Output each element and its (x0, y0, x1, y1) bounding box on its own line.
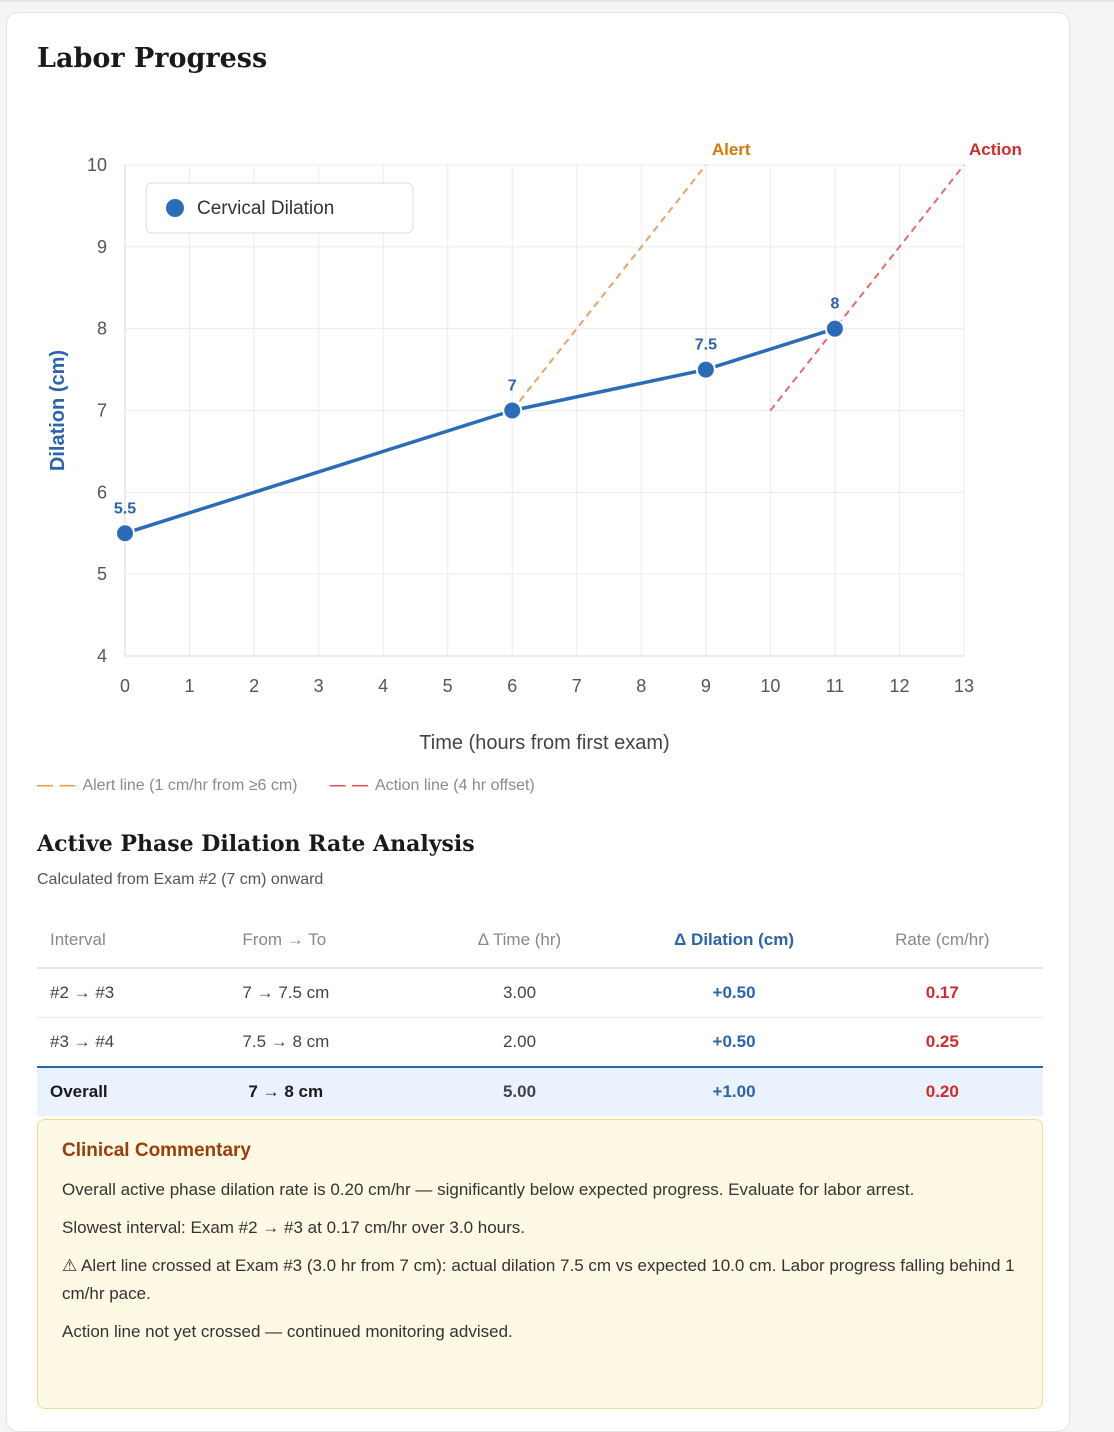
legend-marker (166, 199, 184, 217)
action-line-legend: — — Action line (4 hr offset) (330, 777, 535, 795)
dilation-rate-table: Interval From → To Δ Time (hr) Δ Dilatio… (37, 913, 1043, 1116)
x-tick-label: 13 (954, 676, 974, 696)
y-tick-label: 8 (97, 319, 107, 339)
table-header-row: Interval From → To Δ Time (hr) Δ Dilatio… (37, 913, 1043, 969)
table-overall-row: Overall 7 → 8 cm 5.00 +1.00 0.20 (37, 1066, 1043, 1116)
data-point (695, 359, 716, 380)
legend-label: Cervical Dilation (197, 198, 334, 219)
action-line-swatch: — — (329, 777, 369, 794)
x-tick-label: 5 (443, 676, 453, 696)
cell-interval: #3 → #4 (37, 1017, 231, 1068)
alert-line-legend-text: Alert line (1 cm/hr from ≥6 cm) (82, 777, 298, 794)
cell-interval: #2 → #3 (37, 968, 231, 1018)
header-delta-time: Δ Time (hr) (412, 913, 627, 969)
cell-delta-time: 2.00 (412, 1017, 627, 1068)
header-from-to: From → To (230, 913, 413, 969)
header-delta-dilation: Δ Dilation (cm) (626, 913, 842, 969)
data-point (502, 400, 523, 421)
cell-delta-dilation: +0.50 (626, 968, 842, 1018)
cell-delta-time: 3.00 (412, 968, 627, 1018)
data-label: 8 (830, 296, 839, 313)
action-line-legend-text: Action line (4 hr offset) (374, 777, 535, 794)
x-tick-label: 10 (760, 676, 780, 696)
data-point (115, 523, 135, 544)
cell-rate: 0.25 (841, 1017, 1043, 1068)
data-point (824, 318, 845, 339)
data-label: 5.5 (114, 500, 136, 517)
commentary-title: Clinical Commentary (62, 1140, 251, 1161)
y-tick-label: 6 (97, 482, 107, 502)
x-tick-label: 2 (249, 676, 259, 696)
y-tick-label: 10 (87, 155, 107, 175)
alert-line (511, 164, 707, 412)
x-tick-label: 0 (120, 676, 130, 696)
alert-line-label: Alert (712, 140, 751, 159)
action-line-label: Action (969, 140, 1022, 159)
page-title: Labor Progress (37, 43, 268, 74)
action-line (769, 164, 965, 412)
y-tick-label: 9 (97, 237, 107, 257)
x-tick-label: 1 (185, 676, 195, 696)
cell-overall-label: Overall (37, 1066, 231, 1116)
x-tick-label: 6 (507, 676, 517, 696)
cell-from-to: 7.5 → 8 cm (230, 1017, 413, 1068)
data-label: 7 (508, 378, 517, 395)
cell-from-to: 7 → 7.5 cm (230, 968, 413, 1018)
cell-overall-delta-time: 5.00 (412, 1066, 627, 1116)
commentary-paragraph: Overall active phase dilation rate is 0.… (62, 1180, 915, 1199)
analysis-subtitle: Calculated from Exam #2 (7 cm) onward (37, 871, 324, 888)
x-tick-label: 7 (572, 676, 582, 696)
clinical-commentary: Clinical Commentary Overall active phase… (37, 1119, 1043, 1409)
y-tick-label: 7 (97, 401, 107, 421)
alert-line-legend: — — Alert line (1 cm/hr from ≥6 cm) (37, 777, 298, 795)
x-tick-label: 12 (889, 676, 909, 696)
x-tick-label: 11 (826, 676, 845, 696)
header-rate: Rate (cm/hr) (841, 913, 1043, 969)
cell-delta-dilation: +0.50 (626, 1017, 842, 1068)
commentary-paragraph: ⚠ Alert line crossed at Exam #3 (3.0 hr … (62, 1256, 1015, 1303)
header-interval: Interval (37, 913, 231, 969)
reference-lines-legend: — — Alert line (1 cm/hr from ≥6 cm) — — Ac… (37, 777, 535, 795)
analysis-title: Active Phase Dilation Rate Analysis (37, 831, 475, 857)
x-tick-label: 8 (636, 676, 646, 696)
cell-overall-delta-dilation: +1.00 (626, 1066, 842, 1116)
data-label: 7.5 (695, 337, 717, 354)
x-tick-label: 4 (378, 676, 388, 696)
table-row: #3 → #4 7.5 → 8 cm 2.00 +0.50 0.25 (37, 1017, 1043, 1068)
y-tick-label: 5 (97, 564, 107, 584)
legend-box (145, 182, 414, 234)
cell-overall-from-to: 7 → 8 cm (230, 1066, 413, 1116)
labor-progress-card: Labor Progress 0 1 2 3 4 5 6 7 8 9 10 11 12 13 4 5 6 7 8 9 1… (6, 12, 1070, 1432)
top-border (0, 0, 1114, 2)
cell-overall-rate: 0.20 (841, 1066, 1043, 1116)
y-axis-label: Dilation (cm) (47, 350, 69, 471)
y-tick-label: 4 (97, 646, 107, 666)
x-tick-label: 9 (701, 676, 711, 696)
commentary-paragraph: Slowest interval: Exam #2 → #3 at 0.17 c… (62, 1218, 525, 1237)
alert-line-swatch: — — (37, 777, 77, 794)
commentary-paragraph: Action line not yet crossed — continued … (62, 1322, 513, 1341)
x-axis-label: Time (hours from first exam) (419, 732, 669, 754)
cell-rate: 0.17 (841, 968, 1043, 1018)
table-row: #2 → #3 7 → 7.5 cm 3.00 +0.50 0.17 (37, 968, 1043, 1018)
chart-legend: Cervical Dilation (145, 182, 414, 234)
dilation-series-line (124, 326, 836, 535)
x-tick-label: 3 (314, 676, 324, 696)
